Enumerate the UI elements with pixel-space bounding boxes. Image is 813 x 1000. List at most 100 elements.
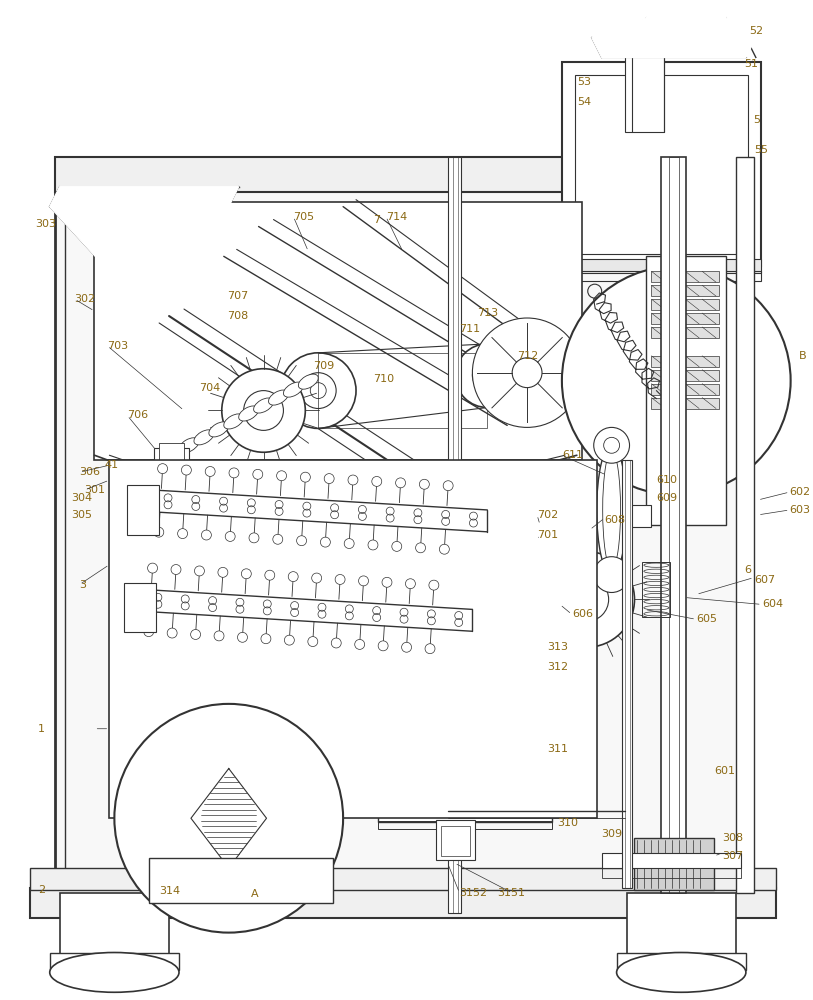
Text: 309: 309 [602, 829, 623, 839]
Ellipse shape [284, 382, 303, 397]
Circle shape [115, 704, 343, 933]
Text: 1: 1 [37, 724, 45, 734]
Text: 705: 705 [293, 212, 315, 222]
Text: 53: 53 [576, 77, 591, 87]
Bar [642, 562, 670, 617]
Circle shape [237, 632, 247, 642]
Text: 311: 311 [547, 744, 568, 754]
Text: 609: 609 [656, 493, 677, 503]
Text: 303: 303 [35, 219, 56, 229]
Circle shape [439, 544, 450, 554]
Circle shape [144, 627, 154, 637]
Circle shape [335, 574, 345, 584]
Text: 712: 712 [517, 351, 538, 361]
Bar [477, 538, 507, 560]
Circle shape [382, 577, 392, 587]
Bar [480, 534, 504, 564]
Bar [437, 627, 472, 691]
Circle shape [593, 557, 629, 592]
Circle shape [472, 318, 582, 427]
Bar [50, 953, 179, 970]
Circle shape [177, 529, 188, 539]
Bar [661, 157, 686, 893]
Bar [651, 398, 719, 409]
Circle shape [415, 543, 425, 553]
Ellipse shape [597, 445, 627, 575]
Circle shape [167, 628, 177, 638]
Text: 702: 702 [537, 510, 559, 520]
Bar [602, 853, 741, 868]
Text: 5: 5 [753, 115, 760, 125]
Text: 708: 708 [227, 311, 248, 321]
Circle shape [241, 569, 251, 579]
Circle shape [344, 539, 354, 549]
Circle shape [190, 629, 201, 639]
Ellipse shape [239, 406, 259, 421]
Circle shape [331, 638, 341, 648]
Text: 605: 605 [696, 614, 717, 624]
Circle shape [392, 541, 402, 551]
Text: 704: 704 [199, 383, 220, 393]
Circle shape [261, 634, 271, 644]
Circle shape [280, 353, 356, 428]
Text: 301: 301 [85, 485, 106, 495]
Bar [154, 448, 189, 473]
Bar [54, 157, 751, 192]
Bar [128, 485, 159, 535]
Ellipse shape [298, 374, 318, 389]
Bar [622, 460, 632, 888]
Circle shape [148, 563, 158, 573]
Circle shape [225, 531, 235, 541]
Text: 55: 55 [754, 145, 767, 155]
Bar [94, 202, 582, 460]
Circle shape [229, 468, 239, 478]
Text: 706: 706 [128, 410, 149, 420]
Text: 3: 3 [80, 580, 86, 590]
Ellipse shape [224, 414, 244, 429]
Circle shape [273, 534, 283, 544]
Circle shape [396, 478, 406, 488]
Text: 314: 314 [159, 886, 180, 896]
Text: 313: 313 [547, 642, 568, 652]
Text: 312: 312 [547, 662, 568, 672]
Bar [437, 714, 472, 764]
Bar [562, 62, 761, 266]
Text: 707: 707 [227, 291, 248, 301]
Ellipse shape [268, 390, 289, 405]
Bar [627, 893, 736, 957]
Bar [736, 157, 754, 893]
Circle shape [372, 476, 382, 486]
Bar [624, 57, 664, 132]
Circle shape [348, 475, 358, 485]
Circle shape [420, 479, 429, 489]
Ellipse shape [254, 398, 273, 413]
Text: 7: 7 [373, 215, 380, 225]
Circle shape [443, 481, 453, 491]
Circle shape [222, 369, 306, 452]
Text: 51: 51 [744, 59, 758, 69]
Bar [54, 157, 751, 893]
Circle shape [154, 527, 163, 537]
Ellipse shape [50, 953, 179, 992]
Circle shape [194, 566, 204, 576]
Text: 714: 714 [386, 212, 407, 222]
Circle shape [425, 644, 435, 654]
Bar [602, 868, 741, 878]
Circle shape [354, 639, 365, 649]
Bar [651, 313, 719, 324]
Text: 306: 306 [80, 467, 101, 477]
Bar [473, 548, 502, 588]
Text: 603: 603 [789, 505, 811, 515]
Text: 608: 608 [605, 515, 626, 525]
Text: 607: 607 [754, 575, 775, 585]
Circle shape [214, 631, 224, 641]
Bar [562, 271, 761, 281]
Bar [436, 820, 476, 860]
Polygon shape [50, 187, 239, 266]
Bar [651, 356, 719, 367]
Text: 41: 41 [104, 460, 119, 470]
Bar [65, 167, 741, 883]
Bar [542, 535, 570, 557]
Text: 610: 610 [656, 475, 677, 485]
Text: 52: 52 [749, 26, 763, 36]
